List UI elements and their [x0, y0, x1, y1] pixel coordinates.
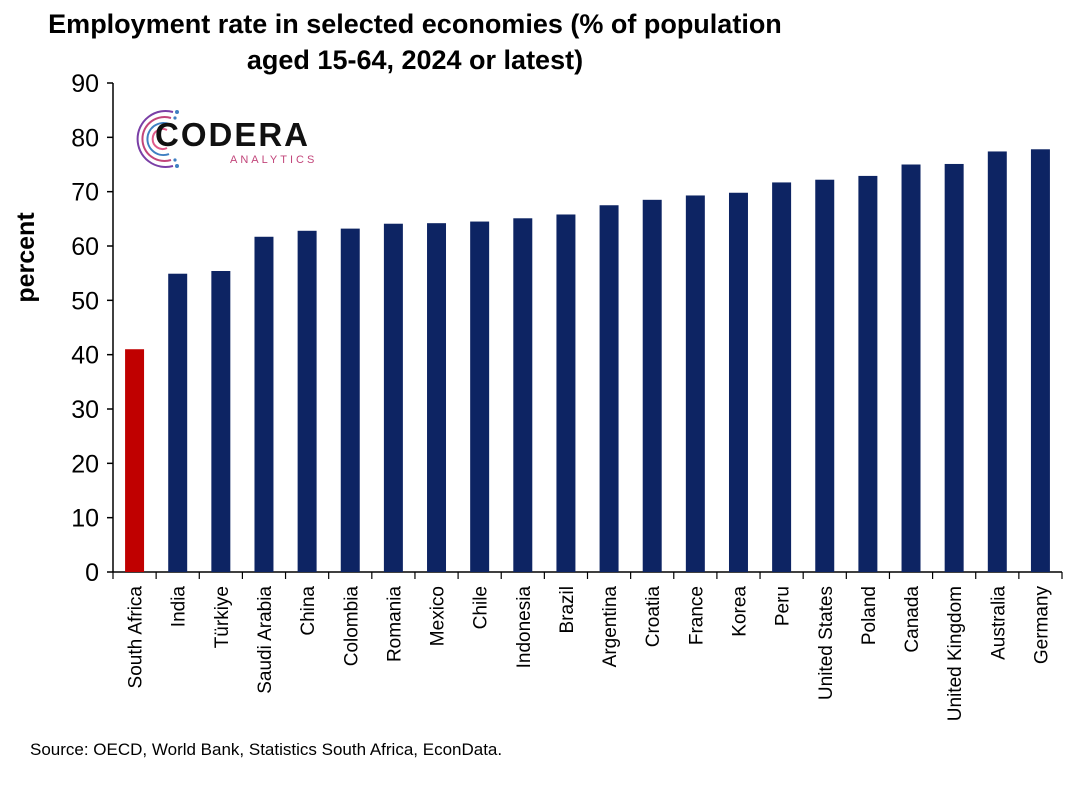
- x-category-label: Korea: [729, 586, 750, 637]
- x-category-label: France: [686, 586, 707, 645]
- x-category-label: China: [298, 586, 319, 636]
- source-note: Source: OECD, World Bank, Statistics Sou…: [30, 740, 503, 759]
- x-category-label: Mexico: [428, 586, 449, 646]
- y-tick-label: 80: [71, 124, 99, 152]
- x-category-label: Poland: [859, 586, 880, 645]
- y-tick-label: 30: [71, 396, 99, 424]
- bar: [513, 218, 533, 573]
- x-category-label: Argentina: [600, 586, 621, 668]
- chart-title-line-1: Employment rate in selected economies (%…: [48, 9, 782, 39]
- y-tick-label: 60: [71, 233, 99, 261]
- y-tick-label: 10: [71, 505, 99, 533]
- y-tick-label: 50: [71, 287, 99, 315]
- codera-logo: CODERA ANALYTICS: [133, 104, 343, 174]
- y-tick-label: 40: [71, 342, 99, 370]
- logo-word: CODERA: [155, 116, 311, 153]
- y-tick-label: 0: [85, 559, 99, 587]
- x-category-label: Germany: [1031, 586, 1052, 665]
- x-category-label: South Africa: [126, 586, 147, 689]
- x-category-label: Brazil: [557, 586, 578, 634]
- logo-subtitle: ANALYTICS: [230, 154, 318, 166]
- x-category-label: United States: [816, 586, 837, 700]
- x-category-label: United Kingdom: [945, 586, 966, 721]
- bar: [211, 270, 231, 572]
- x-category-label: Saudi Arabia: [255, 586, 276, 694]
- logo-mark-icon: [136, 110, 179, 168]
- bar: [642, 199, 662, 573]
- x-category-label: Canada: [902, 586, 923, 653]
- chart-title: Employment rate in selected economies (%…: [0, 6, 830, 78]
- bar: [297, 230, 317, 572]
- bar: [685, 195, 705, 572]
- x-category-label: Peru: [773, 586, 794, 626]
- y-axis-label: percent: [12, 212, 40, 303]
- x-category-label: Romania: [384, 586, 405, 662]
- bar: [772, 182, 792, 572]
- y-tick-label: 90: [71, 70, 99, 98]
- x-category-label: Croatia: [643, 586, 664, 648]
- bar: [815, 179, 835, 573]
- x-category-label: Australia: [988, 586, 1009, 660]
- bar: [383, 223, 403, 572]
- x-category-label: Colombia: [341, 586, 362, 667]
- x-category-label: Chile: [471, 586, 492, 629]
- x-category-label: Türkiye: [212, 586, 233, 648]
- bar: [599, 205, 619, 572]
- bar: [125, 349, 145, 572]
- bar: [858, 175, 878, 572]
- bar: [556, 214, 576, 572]
- bar: [944, 163, 964, 572]
- bar: [168, 273, 188, 572]
- y-tick-label: 20: [71, 450, 99, 478]
- bar: [427, 223, 447, 572]
- bar: [470, 221, 490, 573]
- x-category-label: India: [169, 586, 190, 628]
- bar: [901, 164, 921, 572]
- bar: [340, 228, 360, 572]
- y-tick-label: 70: [71, 179, 99, 207]
- bar: [254, 236, 274, 572]
- bar: [987, 151, 1007, 572]
- x-category-label: Indonesia: [514, 586, 535, 669]
- bar: [728, 192, 748, 572]
- chart-title-line-2: aged 15-64, 2024 or latest): [246, 45, 584, 75]
- bar: [1030, 149, 1050, 572]
